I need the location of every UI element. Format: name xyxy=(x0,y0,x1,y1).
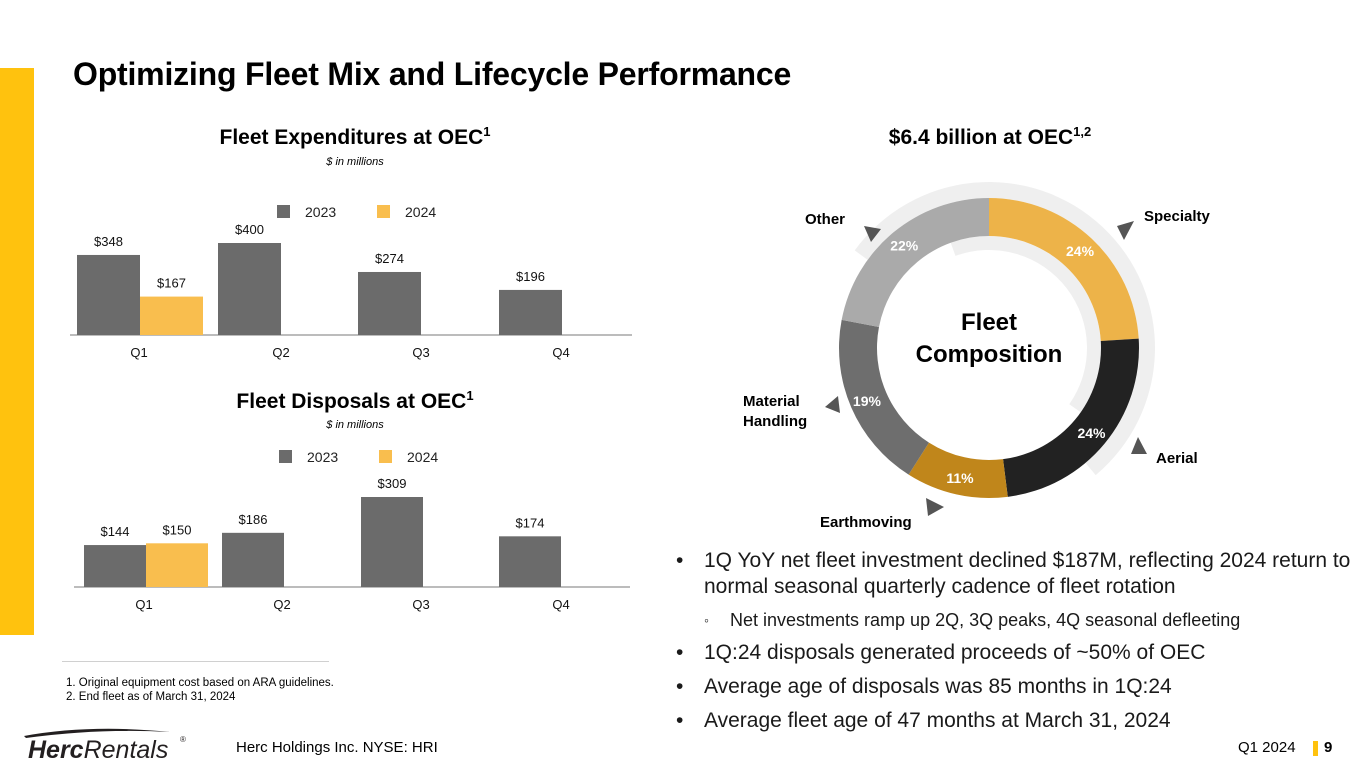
pointer-earthmoving-icon xyxy=(926,498,944,516)
bullet-item: 1Q YoY net fleet investment declined $18… xyxy=(676,548,1356,600)
page-marker xyxy=(1313,741,1318,756)
bullet-item: Average age of disposals was 85 months i… xyxy=(676,674,1356,700)
disposals-chart-title: Fleet Disposals at OEC1 xyxy=(150,388,560,414)
key-points: 1Q YoY net fleet investment declined $18… xyxy=(676,548,1356,742)
bar-2023-Q4 xyxy=(499,536,561,587)
data-label: $174 xyxy=(516,515,545,530)
x-tick-label: Q2 xyxy=(273,597,290,612)
donut-chart-title: $6.4 billion at OEC1,2 xyxy=(820,124,1160,150)
logo-swoosh-icon xyxy=(24,728,170,738)
bar-2023-Q1 xyxy=(84,545,146,587)
expenditures-chart: 2023 2024 $348 $167 Q1 $400 Q2 $274 Q3 $196 Q4 xyxy=(70,204,632,360)
segment-label-other: Other xyxy=(805,211,846,228)
slice-label: 24% xyxy=(1066,243,1095,259)
bullet-item: 1Q:24 disposals generated proceeds of ~5… xyxy=(676,640,1356,666)
pointer-other-icon xyxy=(864,226,881,242)
footnote-2: 2. End fleet as of March 31, 2024 xyxy=(66,691,236,703)
registered-mark: ® xyxy=(180,735,186,744)
data-label: $348 xyxy=(94,234,123,249)
bar-2023-Q3 xyxy=(358,271,421,335)
bar-2023-Q2 xyxy=(218,243,281,335)
slice-specialty xyxy=(989,198,1139,341)
slice-label: 11% xyxy=(946,470,974,486)
legend-swatch-2023 xyxy=(279,450,292,463)
donut-title-text: $6.4 billion at OEC xyxy=(888,126,1074,149)
page-title: Optimizing Fleet Mix and Lifecycle Perfo… xyxy=(73,56,792,92)
bar-2024-Q1 xyxy=(146,543,208,587)
x-tick-label: Q1 xyxy=(135,597,152,612)
slice-material-handling xyxy=(839,319,929,475)
slice-label: 19% xyxy=(853,393,882,409)
disposals-title-text: Fleet Disposals at OEC xyxy=(236,390,467,413)
disposals-subtitle: $ in millions xyxy=(326,419,384,431)
x-tick-label: Q1 xyxy=(130,345,147,360)
footnote-1: 1. Original equipment cost based on ARA … xyxy=(66,677,334,689)
disposals-chart: 2023 2024 $144 $150 Q1 $186 Q2 $309 Q3 $174 Q4 xyxy=(74,449,630,612)
segment-label-specialty: Specialty xyxy=(1144,208,1210,225)
data-label: $309 xyxy=(378,476,407,491)
legend-label-2024: 2024 xyxy=(407,449,438,465)
accent-bar xyxy=(0,68,34,635)
bar-2024-Q1 xyxy=(140,296,203,335)
pointer-specialty-icon xyxy=(1117,221,1134,240)
x-tick-label: Q4 xyxy=(552,345,569,360)
segment-label-material-handling: Material Handling xyxy=(743,393,808,430)
bar-2023-Q3 xyxy=(361,497,423,587)
logo-light: Rentals xyxy=(84,736,169,764)
herc-rentals-logo: HercRentals ® xyxy=(24,728,186,764)
footnotes: 1. Original equipment cost based on ARA … xyxy=(66,676,334,704)
data-label: $186 xyxy=(239,512,268,527)
footnote-ref: 1 xyxy=(466,388,474,403)
legend-swatch-2023 xyxy=(277,205,290,218)
footnote-ref: 1,2 xyxy=(1073,124,1092,139)
center-label-line1: Fleet xyxy=(961,309,1017,336)
slice-label: 22% xyxy=(890,238,919,254)
expenditures-title-text: Fleet Expenditures at OEC xyxy=(219,126,484,149)
legend-label-2023: 2023 xyxy=(305,204,336,220)
pointer-material-handling-icon xyxy=(825,396,840,413)
logo-bold: Herc xyxy=(28,736,84,764)
legend-label-2023: 2023 xyxy=(307,449,338,465)
data-label: $144 xyxy=(101,524,130,539)
x-tick-label: Q3 xyxy=(412,345,429,360)
bullet-item: Average fleet age of 47 months at March … xyxy=(676,708,1356,734)
expenditures-chart-title: Fleet Expenditures at OEC1 xyxy=(150,124,560,150)
slice-aerial xyxy=(1003,338,1139,497)
sub-bullet-item: Net investments ramp up 2Q, 3Q peaks, 4Q… xyxy=(676,608,1356,632)
page-number: 9 xyxy=(1324,739,1333,756)
legend-label-2024: 2024 xyxy=(405,204,436,220)
slice-other xyxy=(841,198,989,328)
data-label: $400 xyxy=(235,222,264,237)
segment-label-aerial: Aerial xyxy=(1156,450,1198,467)
x-tick-label: Q2 xyxy=(272,345,289,360)
footnote-ref: 1 xyxy=(483,124,491,139)
data-label: $274 xyxy=(375,251,404,266)
pointer-aerial-icon xyxy=(1131,437,1147,454)
footnote-divider xyxy=(62,661,329,662)
slice-earthmoving xyxy=(908,442,1008,499)
company-ticker: Herc Holdings Inc. NYSE: HRI xyxy=(236,739,438,756)
bar-2023-Q1 xyxy=(77,254,140,335)
center-label-line2: Composition xyxy=(916,341,1063,368)
bar-2023-Q4 xyxy=(499,289,562,335)
inner-highlight-arc xyxy=(950,236,1101,413)
fleet-composition-donut: 24% 24% 11% 19% 22% Fleet Composition xyxy=(825,181,1155,516)
slice-label: 24% xyxy=(1077,425,1106,441)
x-tick-label: Q3 xyxy=(412,597,429,612)
data-label: $150 xyxy=(163,522,192,537)
expenditures-subtitle: $ in millions xyxy=(326,156,384,168)
bar-2023-Q2 xyxy=(222,532,284,587)
x-tick-label: Q4 xyxy=(552,597,569,612)
data-label: $196 xyxy=(516,269,545,284)
legend-swatch-2024 xyxy=(377,205,390,218)
logo-text: HercRentals xyxy=(28,736,168,764)
report-period: Q1 2024 xyxy=(1238,739,1296,756)
segment-label-earthmoving: Earthmoving xyxy=(820,514,912,531)
data-label: $167 xyxy=(157,276,186,291)
legend-swatch-2024 xyxy=(379,450,392,463)
